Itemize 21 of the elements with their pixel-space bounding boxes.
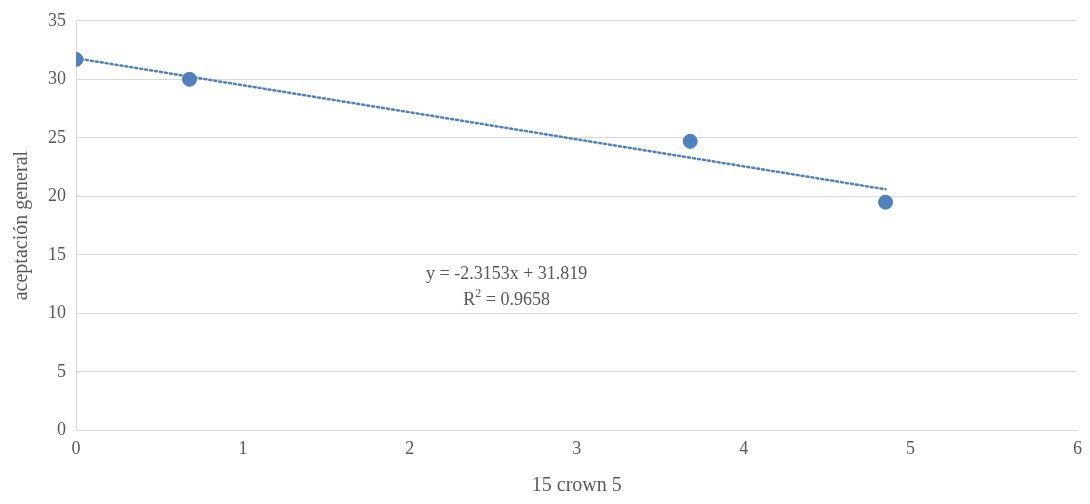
point bbox=[878, 194, 894, 210]
x-tick-label: 4 bbox=[739, 437, 749, 458]
x-tick-label: 2 bbox=[405, 437, 415, 458]
y-tick-label: 0 bbox=[57, 419, 66, 440]
y-tick-label: 20 bbox=[48, 185, 66, 206]
x-tick-label: 3 bbox=[572, 437, 582, 458]
x-tick-label: 6 bbox=[1073, 437, 1082, 458]
y-axis-title: aceptación general bbox=[9, 150, 33, 301]
y-tick-label: 15 bbox=[48, 243, 66, 264]
x-tick-label: 5 bbox=[906, 437, 916, 458]
y-tick-label: 10 bbox=[48, 302, 66, 323]
y-tick-label: 35 bbox=[48, 9, 66, 30]
annotation: y = -2.3153x + 31.819 bbox=[426, 262, 588, 283]
y-tick-label: 5 bbox=[57, 360, 66, 381]
point bbox=[182, 71, 197, 87]
y-tick-label: 25 bbox=[48, 126, 66, 147]
x-tick-label: 0 bbox=[71, 437, 81, 458]
x-tick-label: 1 bbox=[238, 437, 248, 458]
y-tick-label: 30 bbox=[48, 68, 66, 89]
point bbox=[682, 133, 698, 149]
x-axis-title: 15 crown 5 bbox=[531, 473, 622, 496]
